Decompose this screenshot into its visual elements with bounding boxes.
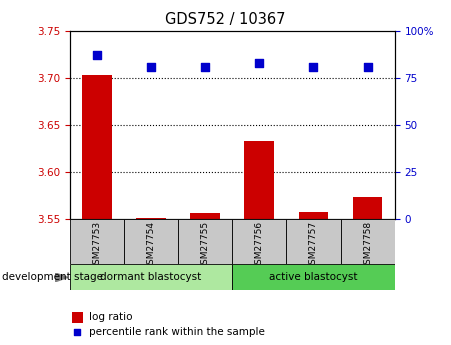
Bar — [232, 264, 395, 290]
Text: GSM27755: GSM27755 — [201, 221, 210, 270]
Point — [310, 64, 317, 70]
Bar — [353, 197, 382, 219]
Text: log ratio: log ratio — [89, 313, 133, 322]
Bar — [178, 219, 232, 264]
Bar — [341, 219, 395, 264]
Text: GSM27757: GSM27757 — [309, 221, 318, 270]
Bar — [72, 312, 83, 323]
Bar — [232, 219, 286, 264]
Point — [147, 64, 155, 70]
Text: development stage: development stage — [2, 273, 103, 282]
Text: GSM27753: GSM27753 — [92, 221, 101, 270]
Point — [74, 329, 81, 335]
Bar — [124, 219, 178, 264]
Text: GDS752 / 10367: GDS752 / 10367 — [165, 12, 286, 27]
Bar — [244, 141, 274, 219]
Bar — [70, 219, 124, 264]
Point — [93, 53, 101, 58]
Text: GSM27758: GSM27758 — [363, 221, 372, 270]
Text: GSM27756: GSM27756 — [255, 221, 264, 270]
Point — [256, 60, 263, 66]
Text: active blastocyst: active blastocyst — [269, 272, 358, 282]
Bar — [299, 211, 328, 219]
Point — [202, 64, 209, 70]
Bar — [190, 214, 220, 219]
Bar — [286, 219, 341, 264]
Text: dormant blastocyst: dormant blastocyst — [101, 272, 202, 282]
Bar — [70, 264, 232, 290]
Point — [364, 64, 371, 70]
Polygon shape — [55, 273, 68, 282]
Text: percentile rank within the sample: percentile rank within the sample — [89, 327, 265, 337]
Bar — [82, 75, 112, 219]
Bar — [136, 218, 166, 219]
Text: GSM27754: GSM27754 — [147, 221, 156, 270]
